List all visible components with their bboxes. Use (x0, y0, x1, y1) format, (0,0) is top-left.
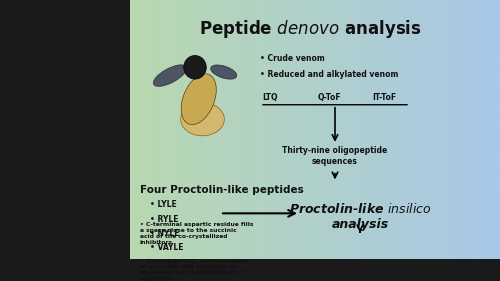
Ellipse shape (181, 74, 216, 125)
Text: • Reduced and alkylated venom: • Reduced and alkylated venom (260, 70, 398, 79)
Ellipse shape (210, 65, 237, 79)
Text: • VAYLE: • VAYLE (150, 243, 184, 252)
Ellipse shape (154, 65, 186, 86)
Text: Thirty-nine oligopeptide
sequences: Thirty-nine oligopeptide sequences (282, 146, 388, 166)
Text: • NYLE: • NYLE (150, 229, 180, 238)
Text: • RYLE: • RYLE (150, 215, 178, 224)
Text: • C-terminal aspartic residue fills
a space close to the succinic
acid of the co: • C-terminal aspartic residue fills a sp… (140, 222, 254, 245)
Text: Q-ToF: Q-ToF (318, 93, 341, 102)
Text: LTQ: LTQ (262, 93, 278, 102)
Text: IT-ToF: IT-ToF (372, 93, 396, 102)
Text: Peptide $\it{de novo}$ analysis: Peptide $\it{de novo}$ analysis (198, 18, 422, 40)
Ellipse shape (184, 56, 206, 79)
Ellipse shape (180, 103, 224, 136)
Text: • Tripeptide YLE, common motif
of proctolin-like peptides, is
important for the : • Tripeptide YLE, common motif of procto… (140, 259, 248, 281)
Text: • LYLE: • LYLE (150, 200, 177, 209)
Text: • Crude venom: • Crude venom (260, 54, 325, 63)
Text: Proctolin-like $\it{in silico}$
analysis: Proctolin-like $\it{in silico}$ analysis (288, 202, 432, 231)
Text: Four Proctolin-like peptides: Four Proctolin-like peptides (140, 185, 304, 195)
